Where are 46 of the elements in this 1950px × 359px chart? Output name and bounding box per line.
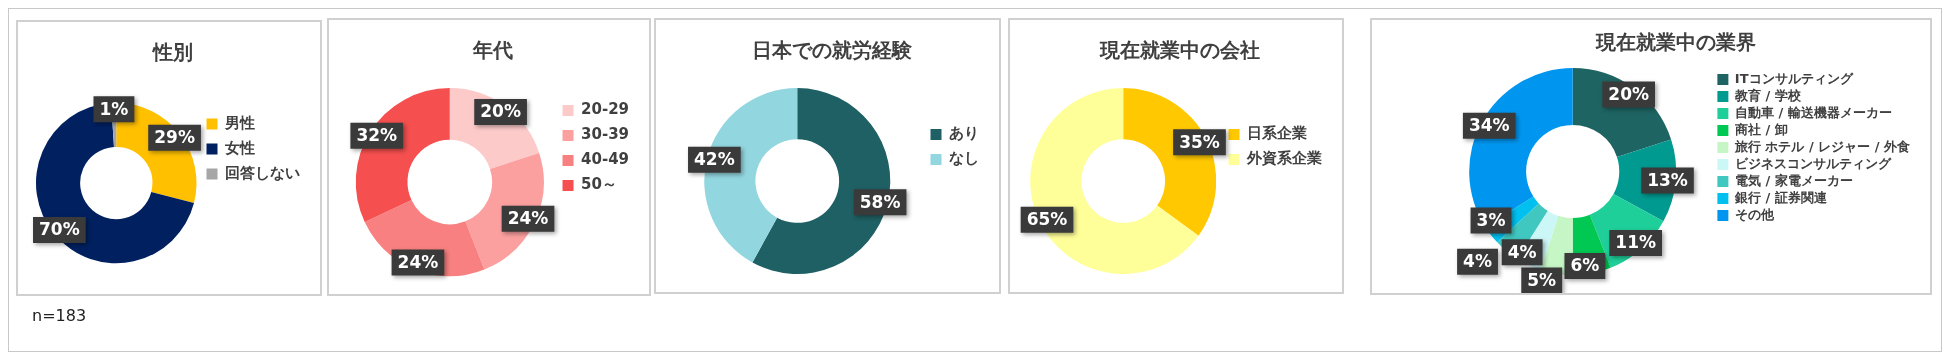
data-label: 32% bbox=[356, 125, 398, 146]
data-label: 65% bbox=[1026, 209, 1068, 230]
chart-title: 現在就業中の会社 bbox=[1099, 38, 1260, 63]
data-label: 5% bbox=[1527, 269, 1557, 290]
data-label: 3% bbox=[1476, 209, 1506, 230]
data-label: 34% bbox=[1468, 115, 1510, 136]
legend-label: 40-49 bbox=[581, 150, 630, 169]
data-label: 4% bbox=[1507, 241, 1537, 262]
legend-label: ITコンサルティング bbox=[1734, 70, 1854, 86]
data-label: 1% bbox=[99, 98, 129, 119]
legend-label: 50～ bbox=[581, 175, 617, 194]
data-label: 70% bbox=[39, 219, 80, 240]
legend-label: 商社 / 卸 bbox=[1733, 121, 1788, 137]
legend-label: 20-29 bbox=[581, 100, 630, 119]
legend-label: 教育 / 学校 bbox=[1733, 87, 1802, 103]
legend-label: ビジネスコンサルティング bbox=[1734, 155, 1892, 171]
data-label: 20% bbox=[1608, 83, 1650, 104]
text: n=183 bbox=[32, 306, 87, 325]
legend-label: 女性 bbox=[224, 138, 255, 157]
legend-label: 日系企業 bbox=[1247, 124, 1307, 143]
legend-label: 30-39 bbox=[581, 125, 630, 144]
chart-title: 年代 bbox=[472, 38, 513, 63]
legend-label: 自動車 / 輸送機器メーカー bbox=[1734, 104, 1892, 120]
data-label: 24% bbox=[397, 251, 439, 272]
legend-label: その他 bbox=[1734, 206, 1775, 222]
data-label: 58% bbox=[859, 191, 901, 212]
legend-label: あり bbox=[949, 124, 979, 143]
legend-label: なし bbox=[949, 149, 979, 168]
data-label: 6% bbox=[1570, 255, 1600, 276]
data-label: 20% bbox=[480, 101, 521, 122]
data-label: 29% bbox=[154, 127, 195, 148]
legend-label: 電気 / 家電メーカー bbox=[1734, 172, 1853, 188]
data-label: 13% bbox=[1647, 169, 1688, 190]
legend-label: 外資系企業 bbox=[1246, 149, 1322, 168]
data-label: 35% bbox=[1179, 131, 1220, 152]
legend-label: 回答しない bbox=[225, 163, 300, 182]
data-label: 42% bbox=[694, 149, 735, 170]
legend-label: 旅行 ホテル / レジャー / 外食 bbox=[1733, 138, 1911, 154]
chart-title: 日本での就労経験 bbox=[751, 38, 913, 63]
data-label: 11% bbox=[1615, 232, 1657, 253]
legend-label: 男性 bbox=[224, 113, 255, 132]
data-label: 24% bbox=[507, 208, 549, 229]
chart-title: 性別 bbox=[151, 40, 193, 65]
data-label: 4% bbox=[1463, 251, 1492, 272]
legend-label: 銀行 / 証券関連 bbox=[1733, 189, 1828, 205]
chart-title: 現在就業中の業界 bbox=[1595, 30, 1756, 55]
